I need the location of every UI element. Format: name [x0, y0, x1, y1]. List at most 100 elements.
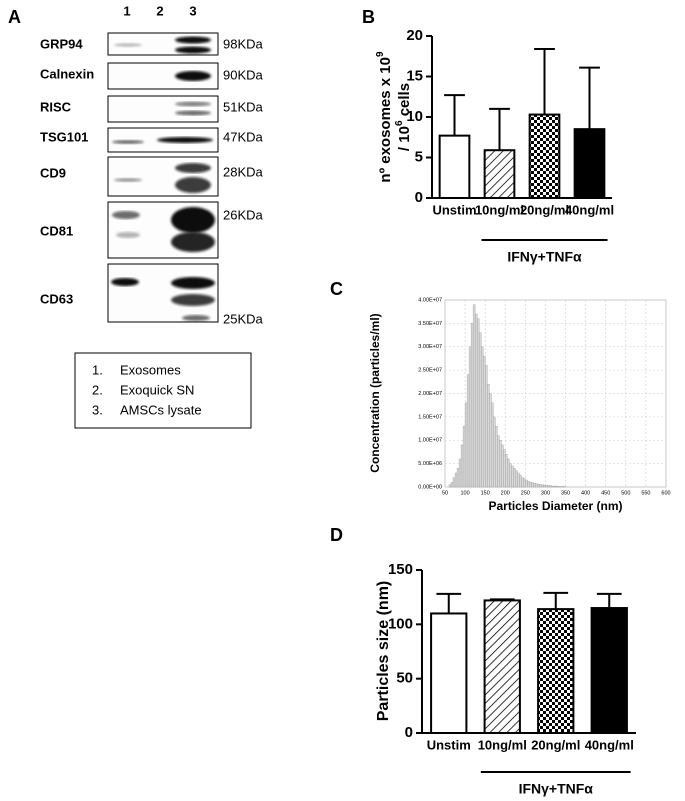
panel-letter: C [330, 279, 343, 299]
blot-band [111, 278, 139, 286]
protein-label: GRP94 [40, 36, 83, 51]
x-tick-label: 10ng/ml [475, 202, 524, 217]
panel-letter: A [8, 7, 21, 27]
y-axis-label: nº exosomes x 109 [375, 51, 394, 183]
blot-band [175, 163, 211, 173]
hist-bar [553, 485, 556, 488]
label-part: nº exosomes x 10 [377, 57, 394, 183]
bar [430, 612, 468, 735]
blot-band [175, 101, 211, 107]
hist-bar [547, 485, 550, 488]
hist-bar [531, 482, 534, 488]
x-tick-label: 250 [521, 490, 530, 496]
hist-bar [458, 458, 462, 488]
hist-bar [482, 355, 486, 488]
blot-band [175, 110, 211, 116]
hist-bar [460, 444, 464, 488]
legend-number: 2. [92, 382, 103, 397]
size-label: 98KDa [223, 36, 264, 51]
hist-bar [456, 468, 460, 488]
x-tick-label: 50 [442, 490, 448, 496]
hist-bar [454, 472, 458, 488]
y-axis-label: Particles size (nm) [375, 581, 392, 722]
y-tick-label: 1.00E+07 [418, 438, 442, 444]
hist-bar [491, 402, 494, 488]
hist-bar [551, 485, 554, 488]
hist-bar [450, 482, 454, 488]
y-tick-label: 4.00E+07 [418, 297, 442, 303]
x-tick-label: Unstim [427, 737, 471, 752]
x-tick-label: 600 [661, 490, 670, 496]
y-axis-label: Concentration (particles/ml) [368, 313, 382, 472]
y-axis-label: / 106 cells [394, 83, 413, 151]
x-tick-label: 100 [460, 490, 469, 496]
x-tick-label: 200 [501, 490, 510, 496]
x-tick-label: 550 [641, 490, 650, 496]
bar [438, 134, 471, 200]
y-tick-label: 1.50E+07 [418, 414, 442, 420]
hist-bar [511, 465, 514, 488]
bar [590, 607, 628, 734]
hist-bar [470, 323, 474, 488]
size-label: 26KDa [223, 207, 264, 222]
x-tick-label: 10ng/ml [478, 737, 527, 752]
x-tick-label: 500 [621, 490, 630, 496]
size-label: 90KDa [223, 67, 264, 82]
hist-bar [545, 484, 548, 488]
blot-band [116, 232, 140, 238]
lane-number: 2 [156, 3, 163, 18]
blot-band [175, 36, 211, 44]
hist-bar [533, 483, 536, 488]
hist-bar [468, 346, 472, 488]
hist-bar [448, 484, 452, 488]
hist-bar [537, 483, 540, 488]
y-tick-label: 20 [406, 27, 423, 44]
blot-band [175, 46, 211, 54]
hist-bar [501, 444, 504, 488]
protein-label: CD9 [40, 165, 66, 180]
hist-bar [484, 365, 488, 488]
legend-text: Exosomes [120, 362, 181, 377]
legend-number: 3. [92, 402, 103, 417]
protein-label: RISC [40, 99, 72, 114]
y-tick-label: 0.00E+00 [418, 484, 442, 490]
y-tick-label: 2.00E+07 [418, 391, 442, 397]
bar [528, 113, 561, 199]
protein-label: CD63 [40, 291, 73, 306]
hist-bar [476, 318, 480, 488]
hist-bar [495, 426, 498, 488]
hist-bar [489, 393, 492, 488]
hist-bar [535, 483, 538, 488]
y-tick-label: 10 [406, 108, 423, 125]
y-tick-label: 15 [406, 67, 423, 84]
legend-number: 1. [92, 362, 103, 377]
hist-bar [499, 440, 502, 488]
bar [573, 128, 606, 199]
label-part: cells [396, 83, 413, 121]
y-tick-label: 50 [396, 670, 413, 687]
y-tick-label: 100 [388, 615, 413, 632]
y-tick-label: 3.00E+07 [418, 344, 442, 350]
hist-bar [521, 477, 524, 488]
hist-bar [478, 332, 482, 488]
hist-bar [549, 485, 552, 488]
bar [483, 149, 516, 200]
y-tick-label: 5 [415, 148, 423, 165]
label-part: / 10 [396, 126, 413, 151]
panel-letter: B [362, 7, 375, 27]
hist-bar [503, 449, 506, 488]
group-label: IFNγ+TNFα [507, 249, 582, 265]
hist-bar [539, 484, 542, 488]
blot-band [171, 232, 215, 252]
y-tick-label: 3.50E+07 [418, 321, 442, 327]
hist-bar [513, 468, 516, 488]
hist-bar [497, 435, 500, 488]
x-tick-label: 400 [581, 490, 590, 496]
hist-bar [493, 416, 496, 488]
hist-bar [507, 458, 510, 488]
y-tick-label: 5.00E+06 [418, 461, 442, 467]
blot-band [114, 43, 142, 47]
y-tick-label: 0 [415, 189, 423, 206]
hist-bar [486, 383, 490, 488]
